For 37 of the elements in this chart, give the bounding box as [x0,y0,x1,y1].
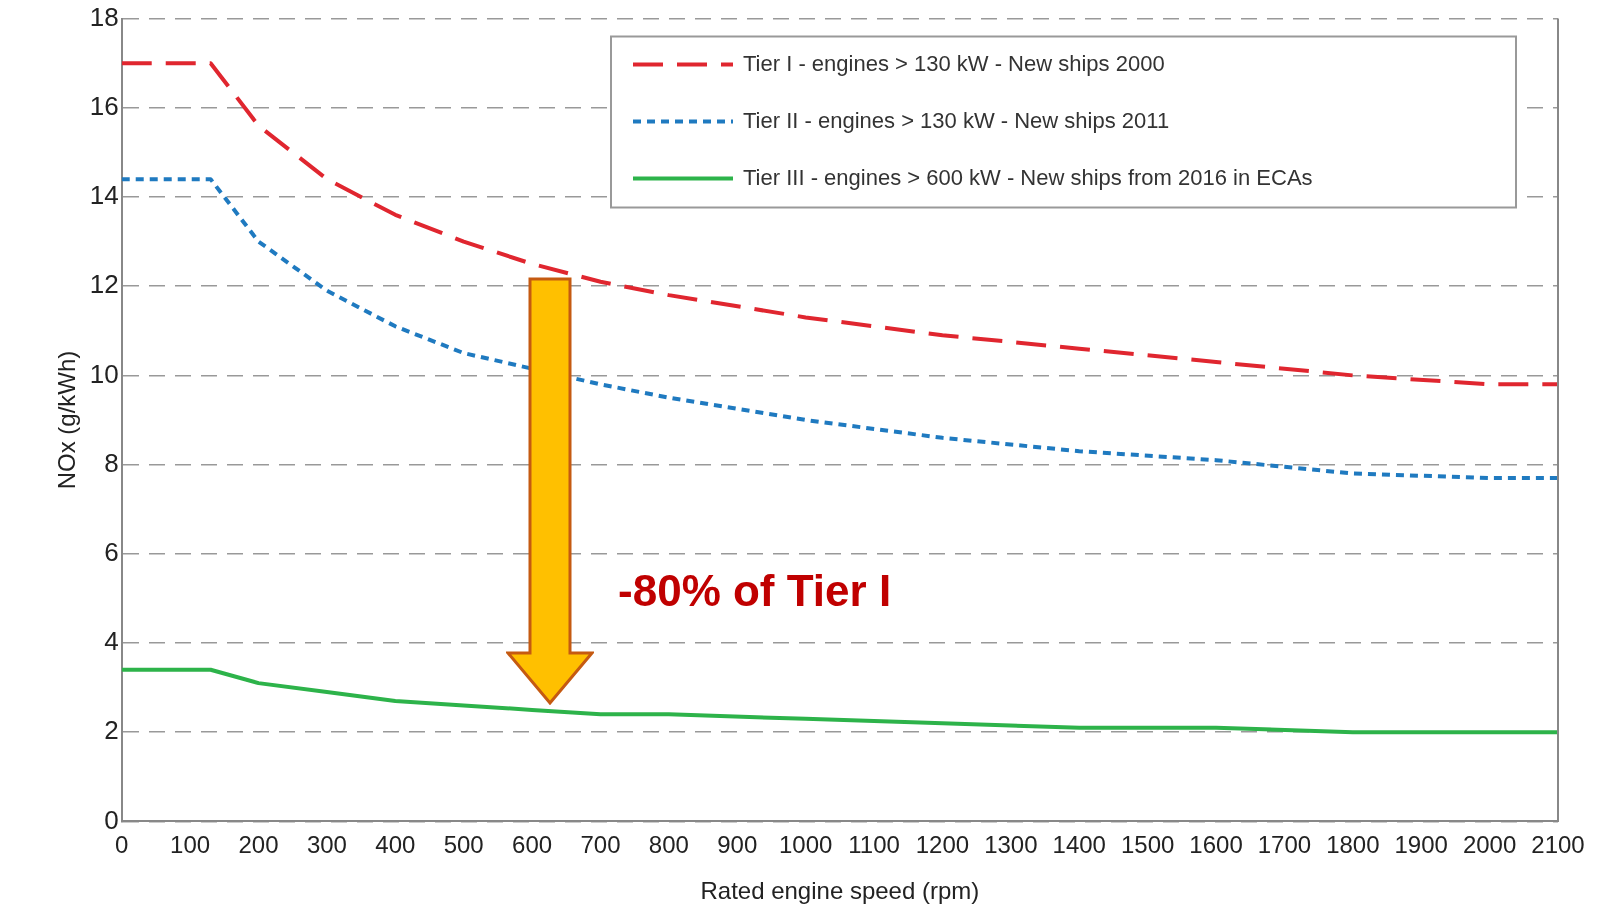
annotation: -80% of Tier I [618,565,892,615]
y-tick-label: 2 [104,715,119,746]
x-tick-label: 2000 [1462,831,1517,859]
x-tick-label: 1000 [778,831,833,859]
x-tick-label: 900 [717,831,758,859]
y-tick-label: 16 [89,90,119,121]
x-tick-label: 600 [512,831,553,859]
y-tick-label: 12 [89,269,119,300]
x-tick-label: 1200 [915,831,970,859]
x-tick-label: 200 [238,831,279,859]
x-tick-label: 400 [375,831,416,859]
legend-label: Tier I - engines > 130 kW - New ships 2000 [743,50,1165,76]
x-tick-label: 300 [306,831,347,859]
x-tick-label: 2100 [1531,831,1585,859]
y-tick-label: 10 [89,358,119,389]
y-tick-label: 18 [89,1,119,32]
y-tick-label: 6 [104,536,119,567]
x-tick-label: 700 [580,831,621,859]
y-tick-label: 4 [104,626,119,657]
x-tick-label: 1300 [984,831,1038,859]
y-tick-label: 0 [104,804,119,835]
x-tick-label: 1900 [1394,831,1448,859]
x-tick-label: 1100 [848,831,900,859]
x-tick-label: 800 [648,831,689,859]
x-tick-label: 1500 [1120,831,1175,859]
y-axis-title: NOx (g/kWh) [53,350,81,490]
x-tick-label: 1600 [1189,831,1243,859]
x-tick-label: 100 [170,831,211,859]
x-axis-title: Rated engine speed (rpm) [700,877,980,905]
legend-label: Tier III - engines > 600 kW - New ships from 2016 in ECAs [743,164,1313,190]
y-tick-label: 14 [89,180,119,211]
legend-label: Tier II - engines > 130 kW - New ships 2011 [743,107,1170,133]
x-tick-label: 1400 [1052,831,1106,859]
x-tick-label: 1700 [1257,831,1312,859]
x-tick-label: 500 [443,831,484,859]
x-tick-label: 1800 [1326,831,1380,859]
y-tick-label: 8 [104,447,119,478]
